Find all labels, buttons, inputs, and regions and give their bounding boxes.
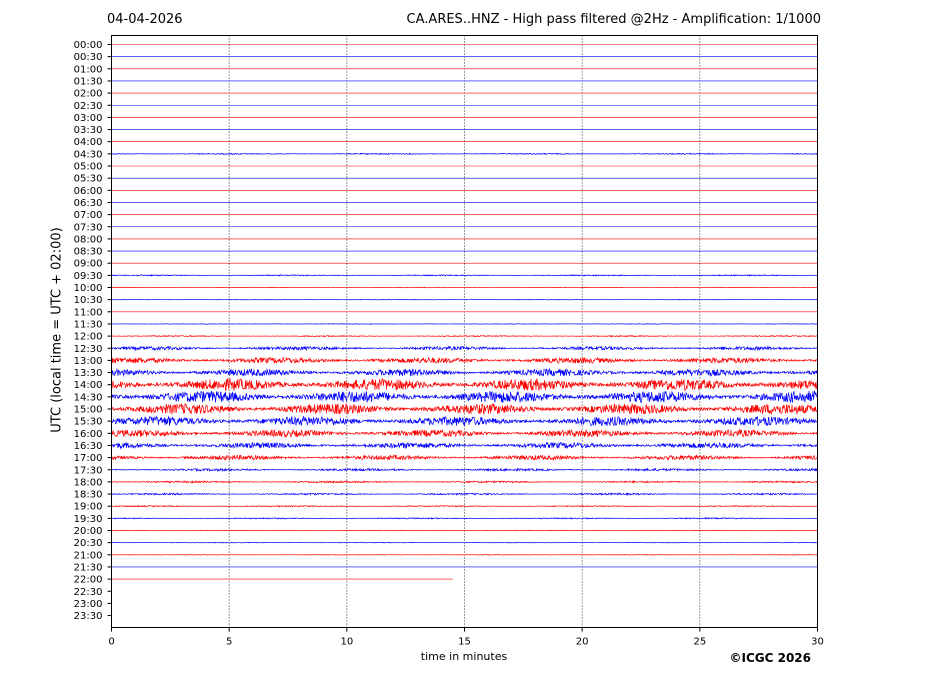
y-tick-label: 19:00 [74, 502, 103, 513]
x-tick-label-25: 25 [693, 637, 706, 648]
trace-04:30 [111, 152, 818, 156]
y-tick-label: 17:30 [74, 465, 103, 476]
x-tick-label-30: 30 [811, 637, 824, 648]
x-tick-label-20: 20 [576, 637, 589, 648]
y-tick-label: 11:30 [74, 319, 103, 330]
y-tick-label: 13:00 [74, 356, 103, 367]
trace-20:00 [111, 529, 818, 532]
y-tick-label: 06:00 [74, 186, 103, 197]
y-tick-label: 07:30 [74, 222, 103, 233]
y-tick-label: 09:00 [74, 259, 103, 270]
y-tick-label: 09:30 [74, 271, 103, 282]
trace-20:30 [111, 541, 818, 544]
y-tick-label: 07:00 [74, 210, 103, 221]
x-tick-label-5: 5 [226, 637, 232, 648]
y-tick-label: 23:00 [74, 599, 103, 610]
x-tick-labels: 0 5 10 15 20 25 30 [108, 627, 824, 648]
trace-15:00 [111, 402, 818, 416]
trace-19:30 [111, 517, 818, 520]
y-tick-label: 10:00 [74, 283, 103, 294]
trace-13:30 [111, 367, 818, 377]
trace-19:00 [111, 504, 818, 508]
trace-14:30 [111, 389, 818, 404]
y-tick-label: 14:30 [74, 392, 103, 403]
trace-21:00 [111, 554, 818, 556]
y-tick-label: 21:30 [74, 562, 103, 573]
copyright-label: ©ICGC 2026 [729, 651, 811, 665]
date-label: 04-04-2026 [107, 12, 183, 27]
y-tick-label: 00:30 [74, 52, 103, 63]
y-tick-label: 05:00 [74, 162, 103, 173]
y-tick-label: 01:30 [74, 76, 103, 87]
y-tick-label: 14:00 [74, 380, 103, 391]
y-tick-label: 18:00 [74, 477, 103, 488]
trace-18:00 [111, 479, 818, 484]
y-tick-label: 12:00 [74, 332, 103, 343]
chart-title: CA.ARES..HNZ - High pass filtered @2Hz -… [406, 12, 821, 27]
y-tick-label: 08:00 [74, 234, 103, 245]
seismic-traces [111, 44, 818, 580]
y-tick-label: 06:30 [74, 198, 103, 209]
y-tick-label: 04:00 [74, 137, 103, 148]
y-tick-label: 15:30 [74, 417, 103, 428]
y-tick-label: 19:30 [74, 514, 103, 525]
x-tick-label-0: 0 [108, 637, 114, 648]
y-tick-label: 13:30 [74, 368, 103, 379]
trace-17:30 [111, 467, 818, 473]
trace-17:00 [111, 454, 818, 461]
y-tick-label: 05:30 [74, 174, 103, 185]
trace-13:00 [111, 356, 818, 364]
y-tick-label: 23:30 [74, 611, 103, 622]
trace-16:30 [111, 441, 818, 450]
trace-16:00 [111, 428, 818, 438]
y-tick-label: 02:30 [74, 101, 103, 112]
trace-12:00 [111, 334, 818, 338]
y-tick-label: 18:30 [74, 490, 103, 501]
y-tick-label: 16:30 [74, 441, 103, 452]
y-tick-label: 01:00 [74, 64, 103, 75]
trace-09:30 [111, 273, 818, 277]
y-tick-label: 10:30 [74, 295, 103, 306]
y-tick-label: 00:00 [74, 40, 103, 51]
y-tick-label: 03:00 [74, 113, 103, 124]
trace-18:30 [111, 492, 818, 496]
y-tick-label: 04:30 [74, 149, 103, 160]
trace-15:30 [111, 415, 818, 427]
trace-10:30 [111, 298, 818, 301]
y-tick-label: 15:00 [74, 405, 103, 416]
plot-frame [111, 35, 818, 628]
y-tick-label: 21:00 [74, 550, 103, 561]
trace-14:00 [111, 377, 818, 392]
y-tick-label: 22:00 [74, 575, 103, 586]
trace-11:30 [111, 323, 818, 325]
y-tick-label: 16:00 [74, 429, 103, 440]
trace-10:00 [111, 286, 818, 289]
y-tick-label: 20:00 [74, 526, 103, 537]
y-tick-label: 11:00 [74, 307, 103, 318]
x-tick-label-10: 10 [340, 637, 353, 648]
y-tick-label: 12:30 [74, 344, 103, 355]
x-axis-label: time in minutes [420, 650, 508, 663]
y-tick-label: 02:00 [74, 89, 103, 100]
y-tick-label: 08:30 [74, 247, 103, 258]
x-tick-label-15: 15 [458, 637, 471, 648]
y-tick-label: 22:30 [74, 587, 103, 598]
vertical-gridlines [228, 35, 701, 628]
y-tick-label: 17:00 [74, 453, 103, 464]
y-tick-label: 03:30 [74, 125, 103, 136]
trace-12:30 [111, 345, 818, 352]
y-tick-label: 20:30 [74, 538, 103, 549]
